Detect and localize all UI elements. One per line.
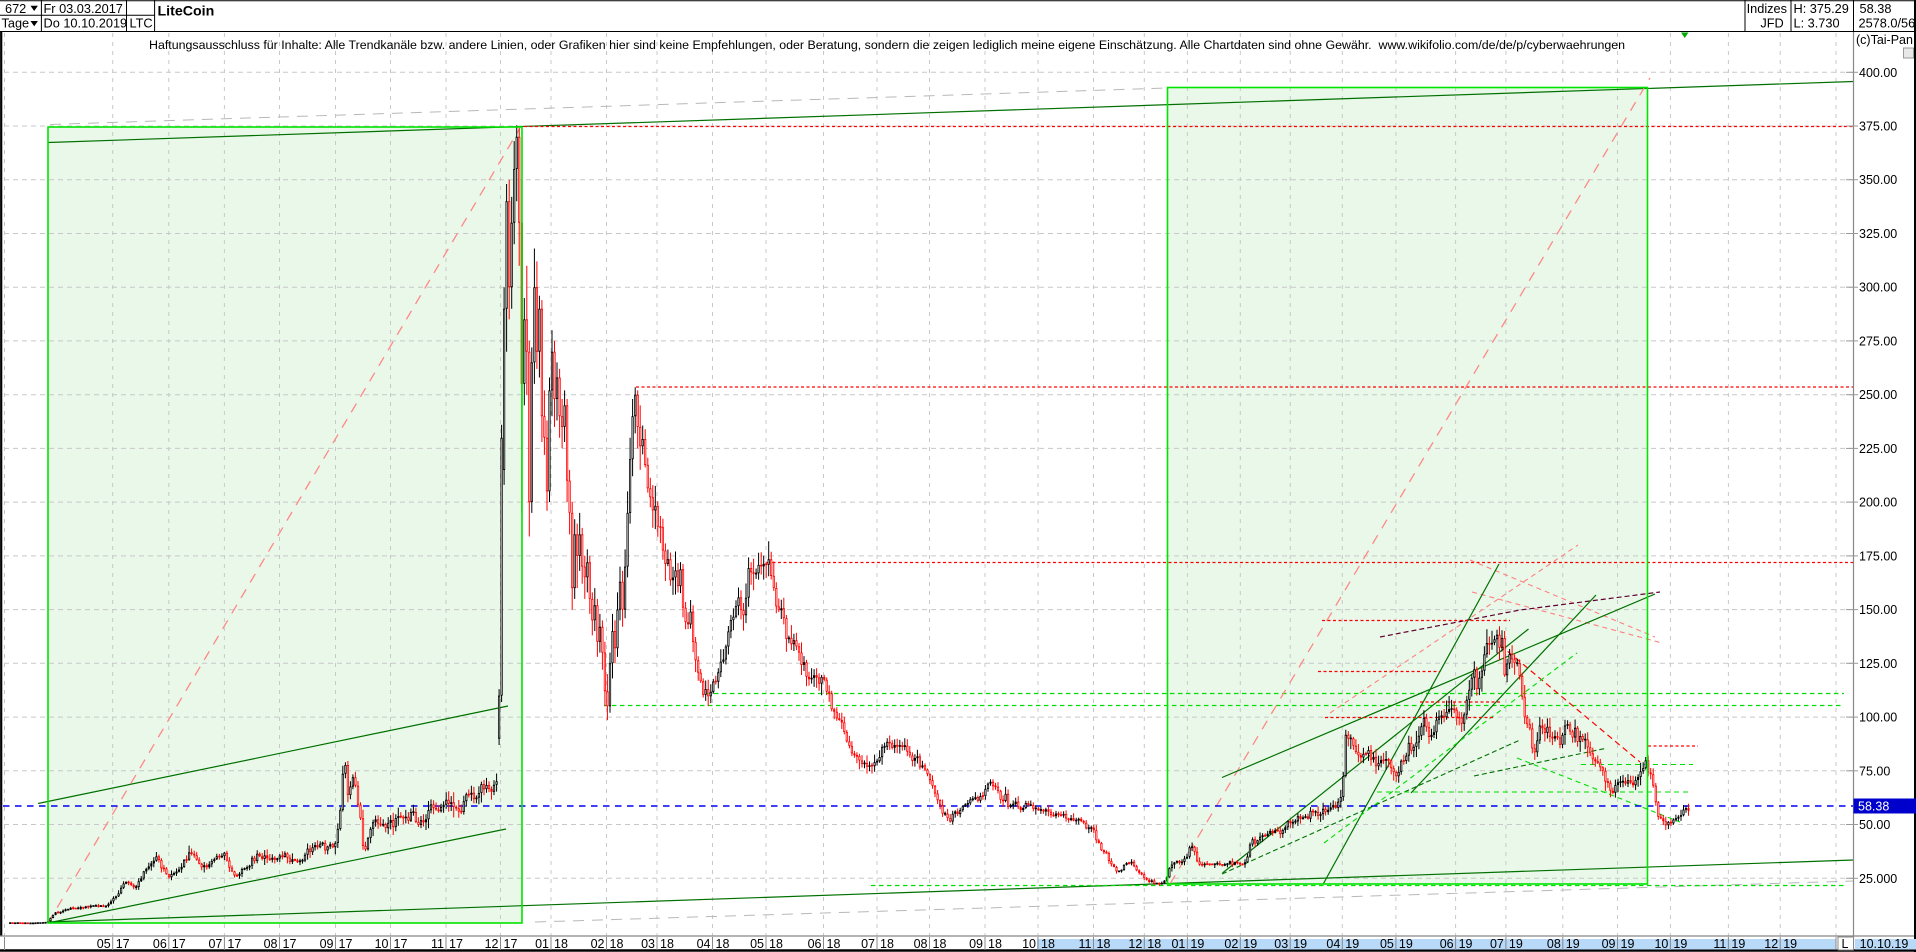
svg-text:18: 18 (1041, 937, 1055, 951)
svg-text:12: 12 (1764, 937, 1778, 951)
svg-text:275.00: 275.00 (1859, 334, 1897, 348)
svg-text:11: 11 (1079, 937, 1092, 951)
svg-text:19: 19 (1293, 937, 1307, 951)
svg-text:05: 05 (750, 937, 764, 951)
svg-text:10: 10 (375, 937, 389, 951)
svg-text:01: 01 (1171, 937, 1185, 951)
svg-text:17: 17 (394, 937, 408, 951)
svg-text:17: 17 (504, 937, 518, 951)
svg-text:Fr 03.03.2017: Fr 03.03.2017 (44, 1, 123, 16)
svg-text:18: 18 (610, 937, 624, 951)
svg-text:225.00: 225.00 (1859, 442, 1897, 456)
svg-text:19: 19 (1673, 937, 1687, 951)
svg-text:09: 09 (320, 937, 334, 951)
svg-text:19: 19 (1621, 937, 1635, 951)
svg-text:19: 19 (1731, 937, 1745, 951)
svg-text:19: 19 (1509, 937, 1523, 951)
svg-text:LTC: LTC (130, 16, 153, 31)
svg-text:08: 08 (1547, 937, 1561, 951)
svg-text:175.00: 175.00 (1859, 549, 1897, 563)
svg-text:(c)Tai-Pan: (c)Tai-Pan (1856, 33, 1913, 47)
svg-text:04: 04 (1326, 937, 1340, 951)
svg-text:Do 10.10.2019: Do 10.10.2019 (44, 16, 128, 31)
svg-text:04: 04 (697, 937, 711, 951)
svg-text:300.00: 300.00 (1859, 281, 1897, 295)
svg-text:08: 08 (914, 937, 928, 951)
svg-text:100.00: 100.00 (1859, 711, 1897, 725)
svg-text:17: 17 (339, 937, 353, 951)
svg-text:19: 19 (1566, 937, 1580, 951)
svg-text:18: 18 (769, 937, 783, 951)
svg-text:05: 05 (1380, 937, 1394, 951)
svg-text:H: 375.29: H: 375.29 (1794, 1, 1849, 16)
svg-text:18: 18 (880, 937, 894, 951)
svg-text:125.00: 125.00 (1859, 657, 1897, 671)
svg-text:05: 05 (97, 937, 111, 951)
svg-text:06: 06 (153, 937, 167, 951)
svg-text:02: 02 (1224, 937, 1238, 951)
svg-text:325.00: 325.00 (1859, 227, 1897, 241)
svg-text:58.38: 58.38 (1860, 1, 1892, 16)
svg-text:17: 17 (283, 937, 297, 951)
svg-text:19: 19 (1190, 937, 1204, 951)
svg-text:12: 12 (1128, 937, 1142, 951)
svg-text:17: 17 (227, 937, 241, 951)
svg-text:11: 11 (1713, 937, 1726, 951)
svg-text:17: 17 (449, 937, 463, 951)
svg-text:Haftungsausschluss für Inhalte: Haftungsausschluss für Inhalte: Alle Tre… (149, 38, 1625, 52)
svg-text:19: 19 (1783, 937, 1797, 951)
svg-text:12: 12 (485, 937, 499, 951)
svg-text:19: 19 (1243, 937, 1257, 951)
svg-text:06: 06 (808, 937, 822, 951)
svg-text:Tage: Tage (2, 16, 30, 31)
svg-text:03: 03 (1274, 937, 1288, 951)
svg-text:18: 18 (933, 937, 947, 951)
svg-text:19: 19 (1345, 937, 1359, 951)
svg-text:672: 672 (5, 1, 26, 16)
svg-text:LiteCoin: LiteCoin (158, 4, 215, 20)
svg-text:02: 02 (591, 937, 605, 951)
svg-text:75.00: 75.00 (1859, 764, 1890, 778)
svg-text:250.00: 250.00 (1859, 388, 1897, 402)
svg-text:19: 19 (1459, 937, 1473, 951)
svg-text:06: 06 (1440, 937, 1454, 951)
svg-text:10: 10 (1022, 937, 1036, 951)
svg-text:150.00: 150.00 (1859, 603, 1897, 617)
svg-text:17: 17 (172, 937, 186, 951)
svg-text:18: 18 (1147, 937, 1161, 951)
svg-text:JFD: JFD (1760, 16, 1783, 31)
svg-text:09: 09 (969, 937, 983, 951)
svg-text:18: 18 (988, 937, 1002, 951)
svg-text:375.00: 375.00 (1859, 120, 1897, 134)
svg-text:18: 18 (1097, 937, 1111, 951)
svg-text:L: 3.730: L: 3.730 (1794, 16, 1840, 31)
svg-text:19: 19 (1399, 937, 1413, 951)
svg-text:Indizes: Indizes (1747, 1, 1787, 16)
svg-text:18: 18 (827, 937, 841, 951)
svg-text:03: 03 (641, 937, 655, 951)
svg-text:L: L (1842, 937, 1849, 951)
svg-text:350.00: 350.00 (1859, 173, 1897, 187)
svg-text:07: 07 (208, 937, 222, 951)
svg-text:25.000: 25.000 (1859, 872, 1897, 886)
svg-text:2578.0/56.: 2578.0/56. (1859, 16, 1916, 31)
svg-text:09: 09 (1602, 937, 1616, 951)
svg-text:400.00: 400.00 (1859, 66, 1897, 80)
svg-text:50.00: 50.00 (1859, 818, 1890, 832)
svg-text:08: 08 (264, 937, 278, 951)
svg-text:01: 01 (535, 937, 549, 951)
svg-text:58.38: 58.38 (1858, 800, 1889, 814)
svg-text:11: 11 (431, 937, 444, 951)
svg-text:07: 07 (861, 937, 875, 951)
svg-text:07: 07 (1490, 937, 1504, 951)
svg-text:18: 18 (716, 937, 730, 951)
svg-text:17: 17 (116, 937, 130, 951)
svg-text:18: 18 (660, 937, 674, 951)
svg-text:10: 10 (1654, 937, 1668, 951)
svg-text:200.00: 200.00 (1859, 496, 1897, 510)
svg-text:10.10.19: 10.10.19 (1860, 937, 1909, 951)
svg-text:18: 18 (554, 937, 568, 951)
